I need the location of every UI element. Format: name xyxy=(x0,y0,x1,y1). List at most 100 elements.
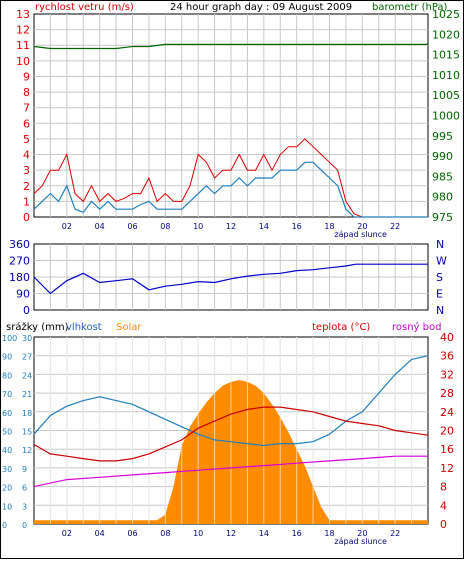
wind-pressure-panel: 0123456789101112139759809859909951000100… xyxy=(16,8,460,239)
humidity-tick-label: 21 xyxy=(22,390,32,399)
hour-tick-label: 08 xyxy=(160,222,170,231)
rain-tick-label: 40 xyxy=(2,446,12,455)
temp-tick-label: 8 xyxy=(440,481,447,494)
temp-humidity-solar-panel: 0102030405060708090100036912151821242730… xyxy=(2,331,454,546)
dir-tick-label: 360 xyxy=(9,238,30,251)
hour-tick-label: 10 xyxy=(193,222,203,231)
dir-tick-label: 90 xyxy=(16,288,30,301)
baro-tick-label: 985 xyxy=(432,170,453,183)
rain-tick-label: 20 xyxy=(2,484,12,493)
solar-axis-label: Solar xyxy=(116,322,142,333)
wind-tick-label: 8 xyxy=(23,86,30,99)
hour-tick-label: 14 xyxy=(259,222,269,231)
baro-tick-label: 1015 xyxy=(432,49,460,62)
series-line-humidity xyxy=(33,355,429,447)
temp-tick-label: 40 xyxy=(440,331,454,344)
humidity-tick-label: 27 xyxy=(22,353,32,362)
wind-tick-label: 4 xyxy=(23,149,30,162)
hour-tick-label: 20 xyxy=(357,222,367,231)
rain-tick-label: 50 xyxy=(2,428,12,437)
temp-tick-label: 20 xyxy=(440,425,454,438)
temp-axis-label: teplota (°C) xyxy=(312,322,370,333)
temp-tick-label: 4 xyxy=(440,499,447,512)
baro-tick-label: 995 xyxy=(432,130,453,143)
temp-tick-label: 28 xyxy=(440,387,454,400)
wind-tick-label: 9 xyxy=(23,70,30,83)
sunset-label: západ slunce xyxy=(334,230,387,239)
rain-tick-label: 0 xyxy=(2,521,7,530)
hour-tick-label: 22 xyxy=(390,222,400,231)
series-line-dew xyxy=(33,455,428,488)
dir-tick-label: 0 xyxy=(23,304,30,317)
hour-tick-label: 22 xyxy=(390,529,400,538)
rain-tick-label: 10 xyxy=(2,502,12,511)
rain-tick-label: 90 xyxy=(2,353,12,362)
hour-tick-label: 14 xyxy=(259,529,269,538)
series-line-temp xyxy=(33,406,429,462)
hour-tick-label: 06 xyxy=(127,529,137,538)
hour-tick-label: 08 xyxy=(160,529,170,538)
wind-tick-label: 6 xyxy=(23,117,30,130)
wind-tick-label: 10 xyxy=(16,55,30,68)
wind-tick-label: 2 xyxy=(23,180,30,193)
humidity-tick-label: 0 xyxy=(22,521,27,530)
compass-tick-label: N xyxy=(436,304,444,317)
temp-tick-label: 12 xyxy=(440,462,454,475)
series-line-wind xyxy=(33,161,428,218)
baro-tick-label: 990 xyxy=(432,150,453,163)
compass-tick-label: E xyxy=(436,288,443,301)
temp-tick-label: 16 xyxy=(440,443,454,456)
wind-tick-label: 12 xyxy=(16,24,30,37)
humidity-tick-label: 24 xyxy=(22,371,32,380)
temp-tick-label: 24 xyxy=(440,406,454,419)
wind-tick-label: 13 xyxy=(16,8,30,21)
dir-tick-label: 180 xyxy=(9,271,30,284)
baro-tick-label: 1010 xyxy=(432,69,460,82)
humidity-tick-label: 3 xyxy=(22,502,27,511)
rain-tick-label: 80 xyxy=(2,371,12,380)
humidity-tick-label: 9 xyxy=(22,465,27,474)
compass-tick-label: S xyxy=(436,271,443,284)
baro-axis-label: barometr (hPa) xyxy=(372,2,448,13)
hour-tick-label: 18 xyxy=(324,529,334,538)
chart-title: 24 hour graph day : 09 August 2009 xyxy=(170,2,352,13)
baro-tick-label: 980 xyxy=(432,191,453,204)
dew-axis-label: rosný bod xyxy=(392,321,441,333)
humidity-tick-label: 18 xyxy=(22,409,32,418)
wind-tick-label: 3 xyxy=(23,164,30,177)
hour-tick-label: 02 xyxy=(62,222,72,231)
wind-tick-label: 1 xyxy=(23,195,30,208)
humidity-tick-label: 6 xyxy=(22,484,27,493)
wind-tick-label: 7 xyxy=(23,102,30,115)
series-line-direction xyxy=(33,263,428,295)
hour-tick-label: 10 xyxy=(193,529,203,538)
humidity-tick-label: 30 xyxy=(22,334,32,343)
hour-tick-label: 20 xyxy=(357,529,367,538)
wind-tick-label: 11 xyxy=(16,39,30,52)
baro-tick-label: 1005 xyxy=(432,89,460,102)
rain-axis-label: srážky (mm) xyxy=(6,321,69,333)
sunset-label: západ slunce xyxy=(334,537,387,546)
humidity-tick-label: 12 xyxy=(22,446,32,455)
wind-axis-label: rychlost vetru (m/s) xyxy=(35,2,134,13)
baro-tick-label: 1020 xyxy=(432,28,460,41)
humidity-axis-label: vlhkost xyxy=(66,322,102,333)
hour-tick-label: 16 xyxy=(292,529,302,538)
series-line-gust xyxy=(33,138,428,218)
baro-tick-label: 975 xyxy=(432,211,453,224)
rain-tick-label: 30 xyxy=(2,465,12,474)
dir-tick-label: 270 xyxy=(9,255,30,268)
wind-tick-label: 0 xyxy=(23,211,30,224)
hour-tick-label: 04 xyxy=(95,529,105,538)
rain-tick-label: 100 xyxy=(2,334,17,343)
compass-tick-label: W xyxy=(436,255,447,268)
series-line-baro xyxy=(33,43,428,50)
hour-tick-label: 12 xyxy=(226,529,236,538)
hour-tick-label: 02 xyxy=(62,529,72,538)
baro-tick-label: 1025 xyxy=(432,8,460,21)
humidity-tick-label: 15 xyxy=(22,428,32,437)
hour-tick-label: 16 xyxy=(292,222,302,231)
baro-tick-label: 1000 xyxy=(432,110,460,123)
